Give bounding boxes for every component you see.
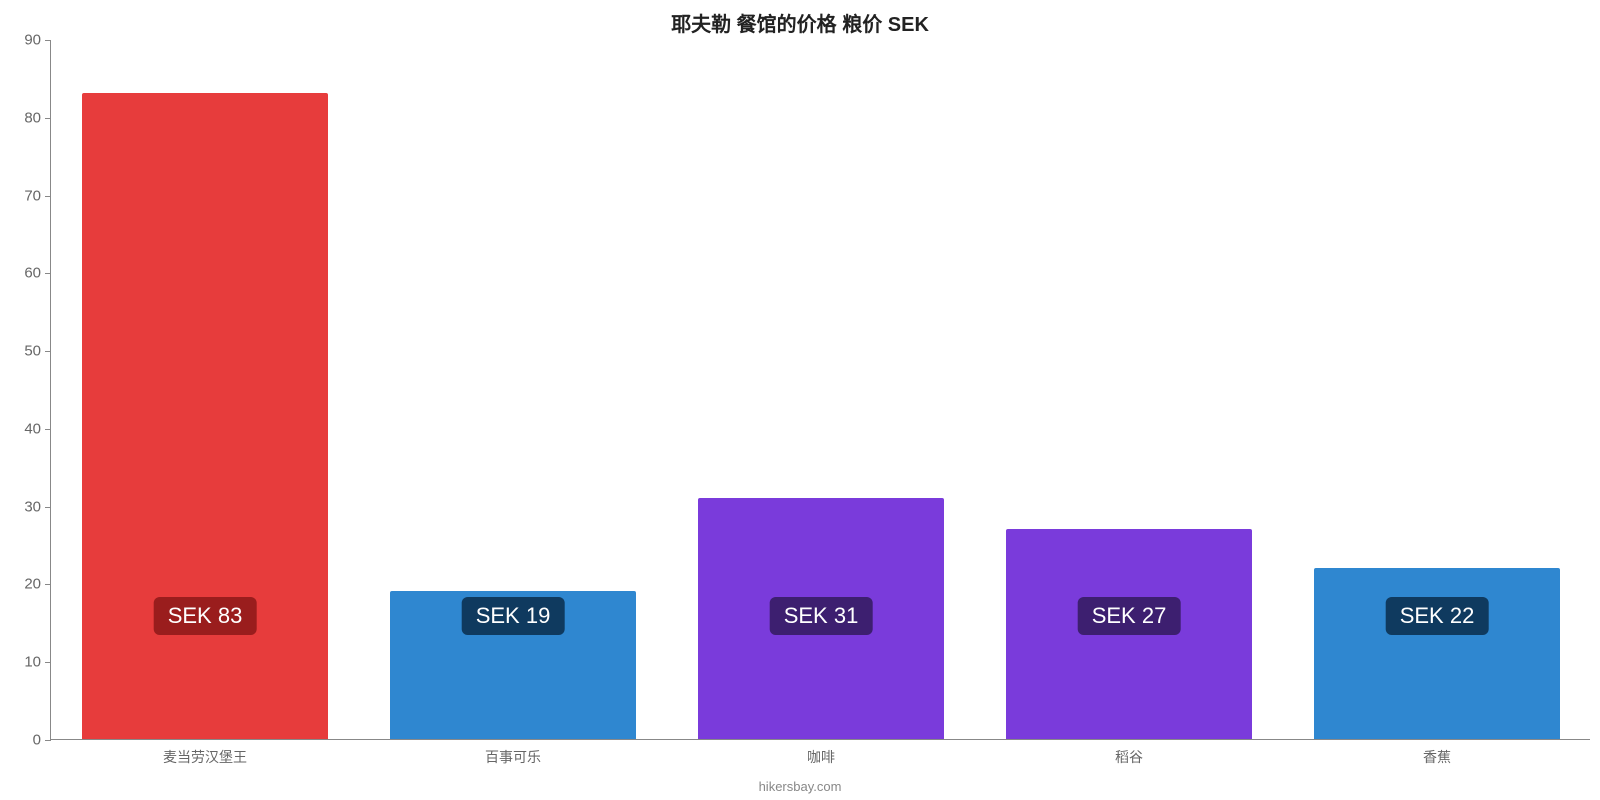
- chart-title: 耶夫勒 餐馆的价格 粮价 SEK: [0, 8, 1600, 37]
- y-tick-label: 90: [24, 32, 41, 49]
- y-tick-label: 20: [24, 576, 41, 593]
- y-tick-label: 60: [24, 265, 41, 282]
- x-category-label: 百事可乐: [485, 747, 541, 767]
- value-badge: SEK 19: [462, 597, 565, 635]
- bar-slot: SEK 31咖啡: [667, 40, 975, 739]
- y-tick-label: 30: [24, 498, 41, 515]
- value-badge: SEK 83: [154, 597, 257, 635]
- value-badge: SEK 22: [1386, 597, 1489, 635]
- value-badge: SEK 31: [770, 597, 873, 635]
- bars-group: SEK 83麦当劳汉堡王SEK 19百事可乐SEK 31咖啡SEK 27稻谷SE…: [51, 40, 1590, 739]
- y-tick-label: 10: [24, 654, 41, 671]
- bar-slot: SEK 19百事可乐: [359, 40, 667, 739]
- bar-slot: SEK 83麦当劳汉堡王: [51, 40, 359, 739]
- y-tick-mark: [45, 740, 51, 741]
- bar: [1314, 568, 1560, 739]
- chart-container: 耶夫勒 餐馆的价格 粮价 SEK 0 10 20 30 40 50 60 70 80 90 SEK…: [0, 0, 1600, 800]
- bar-slot: SEK 27稻谷: [975, 40, 1283, 739]
- y-tick-label: 0: [33, 732, 41, 749]
- y-tick-label: 70: [24, 187, 41, 204]
- y-tick-label: 50: [24, 343, 41, 360]
- x-category-label: 麦当劳汉堡王: [163, 747, 247, 767]
- plot-area: 0102030405060708090 SEK 83麦当劳汉堡王SEK 19百事…: [50, 40, 1590, 740]
- bar: [82, 93, 328, 739]
- bar-slot: SEK 22香蕉: [1283, 40, 1591, 739]
- value-badge: SEK 27: [1078, 597, 1181, 635]
- y-tick-label: 80: [24, 109, 41, 126]
- x-category-label: 咖啡: [807, 747, 835, 767]
- y-tick-label: 40: [24, 420, 41, 437]
- x-category-label: 香蕉: [1423, 747, 1451, 767]
- attribution-text: hikersbay.com: [0, 779, 1600, 794]
- x-category-label: 稻谷: [1115, 747, 1143, 767]
